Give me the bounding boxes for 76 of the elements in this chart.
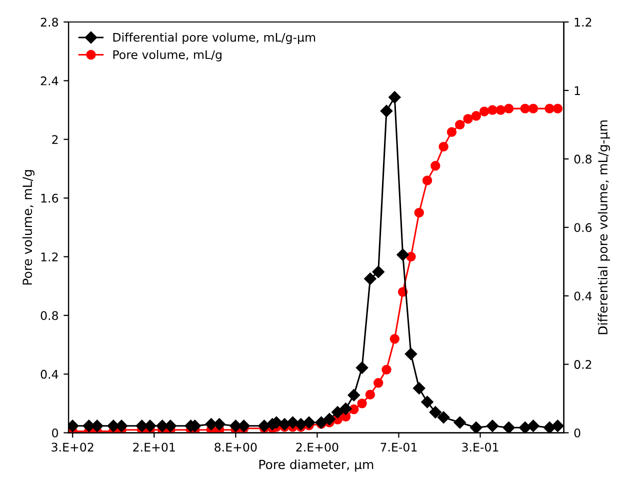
point (372, 266, 384, 278)
point (504, 104, 514, 114)
point (518, 422, 532, 433)
y2-tick-label: 1.2 (574, 18, 592, 26)
y-axis-title: Pore volume, mL/g (22, 170, 34, 285)
point (348, 389, 360, 402)
y-tick-label: 0 (52, 428, 58, 438)
point (365, 390, 376, 400)
x-tick-label: 7.E-01 (380, 442, 417, 452)
point (390, 334, 400, 344)
point (471, 111, 482, 121)
point (438, 142, 448, 152)
point (429, 406, 442, 418)
point (437, 411, 450, 424)
y-tick-label: 1.2 (41, 252, 58, 262)
y2-axis-title: Differential pore volume, mL/g-µm (598, 120, 610, 334)
point (544, 104, 554, 114)
point (430, 160, 440, 171)
point (479, 106, 490, 116)
x-tick-label: 2.E+00 (296, 442, 338, 452)
point (455, 120, 465, 130)
point (380, 104, 393, 118)
point (520, 104, 530, 114)
y-tick-label: 2.8 (40, 18, 58, 27)
point (414, 208, 424, 218)
point (331, 406, 344, 418)
y2-tick-label: 0.8 (574, 154, 592, 164)
y-tick-label: 2 (52, 135, 58, 144)
point (454, 416, 466, 429)
point (315, 416, 328, 429)
point (446, 127, 457, 137)
point (286, 416, 299, 429)
point (373, 378, 384, 388)
point (463, 114, 473, 124)
point (496, 105, 506, 115)
point (552, 104, 563, 114)
y-tick-label: 2.4 (40, 76, 58, 86)
point (502, 422, 515, 433)
y2-tick-label: 0.6 (574, 223, 592, 232)
y2-tick-label: 1 (574, 86, 580, 95)
legend-label: Differential pore volume, mL/g-µm (113, 32, 316, 44)
y-tick-label: 0.4 (40, 370, 58, 379)
point (258, 420, 270, 432)
x-tick-label: 3.E+02 (52, 442, 94, 452)
x-tick-label: 3.E-01 (462, 442, 498, 452)
point (364, 272, 376, 285)
point (527, 420, 540, 432)
y-tick-label: 1.6 (41, 194, 58, 203)
point (388, 91, 401, 104)
point (421, 396, 434, 408)
y2-tick-label: 0.2 (574, 360, 592, 369)
point (486, 420, 499, 432)
legend-label: Pore volume, mL/g (113, 50, 222, 62)
point (356, 362, 368, 374)
point (543, 422, 556, 433)
y2-tick-label: 0 (574, 428, 580, 438)
point (349, 404, 359, 414)
y-tick-label: 0.8 (40, 311, 58, 320)
point (302, 416, 316, 429)
point (552, 420, 564, 432)
point (406, 252, 416, 262)
point (488, 105, 498, 115)
point (357, 398, 367, 408)
point (340, 402, 352, 415)
point (413, 382, 426, 394)
y2-tick-label: 0.4 (574, 292, 592, 300)
x-tick-label: 2.E+01 (133, 442, 175, 452)
point (528, 104, 538, 114)
point (470, 422, 482, 433)
x-tick-label: 8.E+00 (214, 442, 257, 452)
point (396, 248, 409, 261)
x-axis-title: Pore diameter, µm (259, 459, 374, 472)
point (382, 364, 392, 375)
point (422, 176, 432, 186)
point (323, 412, 336, 426)
point (404, 348, 418, 360)
